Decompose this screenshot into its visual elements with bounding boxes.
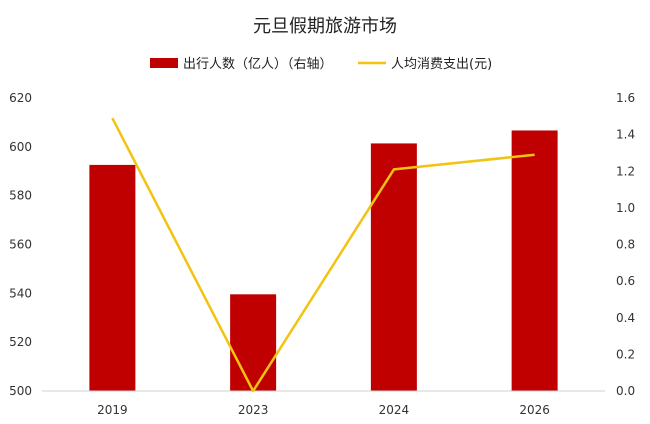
x-tick-label: 2023 [238, 403, 269, 417]
series-line [111, 117, 535, 393]
y-right-tick-label: 0.4 [616, 311, 635, 325]
y-right-tick-label: 1.0 [616, 201, 635, 215]
y-left-tick-label: 620 [9, 91, 32, 105]
chart-title: 元旦假期旅游市场 [253, 16, 397, 37]
y-right-tick-label: 0.2 [616, 347, 635, 361]
y-right-tick-label: 1.6 [616, 91, 635, 105]
y-left-tick-label: 500 [9, 384, 32, 398]
y-left-tick-label: 600 [9, 140, 32, 154]
y-left-tick-label: 540 [9, 286, 32, 300]
legend-label-line: 人均消费支出(元) [391, 57, 492, 72]
x-tick-label: 2024 [379, 403, 410, 417]
legend: 出行人数（亿人）（右轴） 人均消费支出(元) [150, 57, 492, 72]
x-tick-label: 2019 [97, 403, 128, 417]
bar [370, 143, 417, 391]
legend-label-bar: 出行人数（亿人）（右轴） [183, 57, 333, 72]
bar [89, 164, 136, 391]
y-right-tick-label: 1.4 [616, 128, 635, 142]
y-right-tick-label: 0.6 [616, 274, 635, 288]
y-left-tick-label: 520 [9, 335, 32, 349]
y-left-tick-label: 560 [9, 238, 32, 252]
y-right-tick-label: 0.0 [616, 384, 635, 398]
legend-swatch-bar [150, 58, 178, 68]
y-right-tick-label: 0.8 [616, 238, 635, 252]
plot-area: 500 520 540 560 580 600 620 0.0 0.2 0.4 0.6 0.8 1.0 1… [9, 91, 635, 417]
y-left-tick-label: 580 [9, 189, 32, 203]
bar [230, 294, 277, 391]
bar [511, 130, 558, 391]
y-right-tick-label: 1.2 [616, 164, 635, 178]
x-tick-label: 2026 [519, 403, 550, 417]
